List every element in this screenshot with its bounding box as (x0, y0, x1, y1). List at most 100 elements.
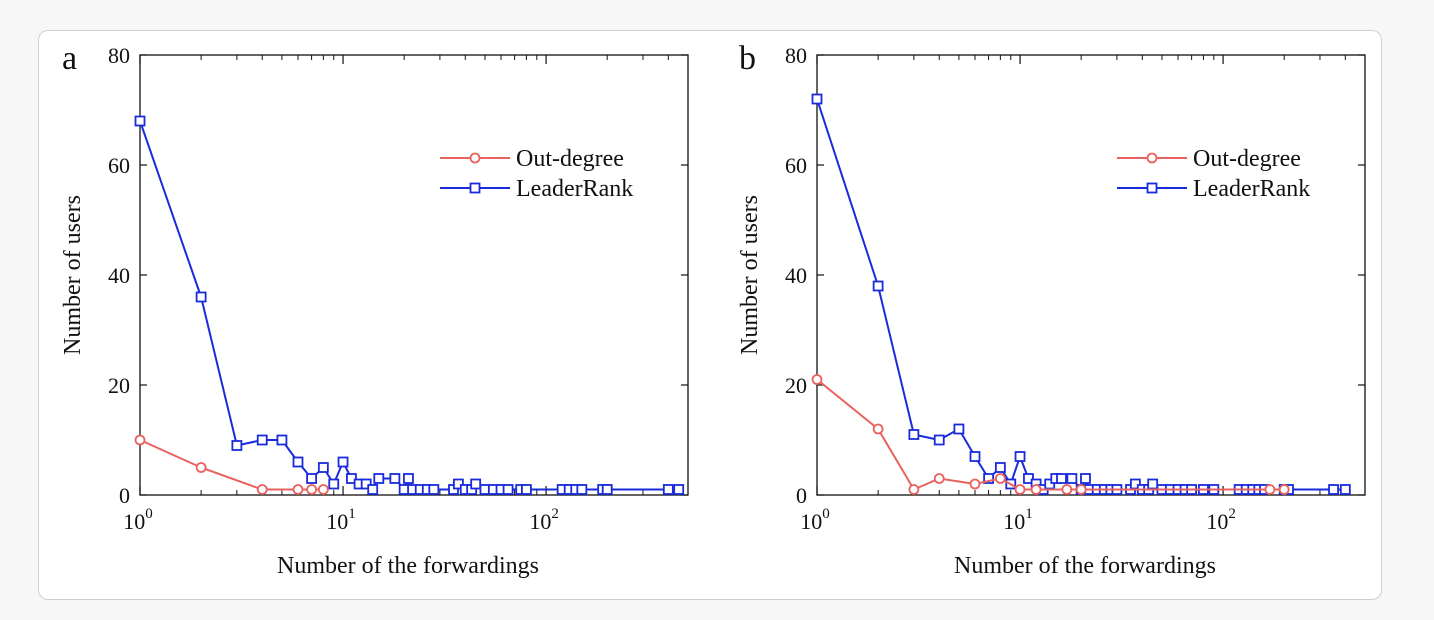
data-point (969, 478, 981, 490)
legend-label: LeaderRank (1193, 176, 1310, 202)
x-tick-base: 10 (1003, 509, 1025, 534)
panel-letter: a (62, 40, 77, 77)
legend-marker (1146, 182, 1158, 194)
data-point (994, 473, 1006, 484)
data-point (908, 429, 920, 440)
data-point (1339, 484, 1351, 495)
data-point (317, 484, 329, 495)
legend-marker (469, 182, 481, 194)
data-point (1328, 484, 1339, 495)
panel-letter: b (739, 40, 756, 77)
plot-frame (139, 54, 689, 496)
y-axis-label: Number of users (60, 195, 86, 355)
data-point (908, 484, 920, 495)
data-point (360, 478, 372, 490)
x-tick-base: 10 (800, 509, 822, 534)
data-point (328, 478, 340, 490)
chart-panel-b: 0 20 40 60 80 100 101 102 Number of the forwardi… (727, 30, 1387, 590)
x-tick-exponent: 2 (551, 506, 559, 522)
x-tick-label: 102 (1206, 506, 1236, 534)
data-point (969, 451, 981, 462)
y-tick-label: 80 (108, 43, 130, 68)
legend-label: Out-degree (1193, 146, 1301, 172)
legend-label: Out-degree (516, 146, 624, 172)
data-point (306, 484, 317, 495)
data-point (231, 440, 243, 451)
data-point (576, 484, 588, 495)
x-tick-base: 10 (326, 509, 348, 534)
data-point (1080, 473, 1091, 484)
x-tick-exponent: 2 (1228, 506, 1236, 522)
data-point (1264, 484, 1276, 495)
data-point (373, 473, 385, 484)
data-point (389, 473, 401, 484)
data-point (872, 280, 884, 292)
data-point (453, 478, 464, 490)
data-point (953, 423, 965, 435)
x-tick-base: 10 (123, 509, 145, 534)
series-line-out-degree (816, 378, 1285, 491)
x-tick-label: 101 (326, 506, 356, 534)
y-tick-label: 60 (785, 153, 807, 178)
data-point (276, 434, 288, 446)
x-tick-label: 102 (529, 506, 558, 534)
data-point (1030, 484, 1042, 495)
data-point (1075, 484, 1087, 495)
data-point (502, 484, 514, 495)
data-point (470, 478, 482, 490)
legend-marker (469, 152, 481, 164)
data-point (367, 484, 379, 495)
chart-panel-a: 0 20 40 60 80 100 101 102 Number of the forwardi… (50, 30, 710, 590)
x-tick-label: 101 (1003, 506, 1033, 534)
legend-label: LeaderRank (516, 176, 633, 202)
y-tick-label: 80 (785, 43, 807, 68)
data-point (292, 456, 304, 468)
data-point (195, 462, 207, 473)
data-point (662, 484, 674, 495)
data-point (1056, 473, 1067, 484)
data-point (983, 473, 994, 484)
data-point (134, 434, 146, 446)
data-point (933, 434, 945, 446)
data-point (134, 115, 146, 127)
data-point (1014, 484, 1026, 495)
data-point (256, 484, 268, 495)
x-axis-label: Number of the forwardings (954, 553, 1216, 579)
data-point (256, 434, 268, 446)
x-tick-exponent: 0 (822, 506, 830, 522)
legend-entry: LeaderRank (440, 176, 633, 202)
data-point (1014, 451, 1026, 462)
data-point (292, 484, 304, 495)
data-point (337, 456, 349, 468)
data-point (1278, 484, 1290, 495)
x-tick-exponent: 1 (1025, 506, 1033, 522)
x-tick-label: 100 (123, 506, 153, 534)
legend-entry: Out-degree (1117, 146, 1301, 172)
data-point (403, 473, 414, 484)
x-tick-exponent: 1 (348, 506, 356, 522)
data-point (601, 484, 613, 495)
data-point (195, 291, 207, 303)
data-point (811, 93, 823, 105)
data-point (933, 473, 945, 484)
data-point (1066, 473, 1078, 484)
data-point (811, 374, 823, 385)
data-point (994, 462, 1006, 473)
data-point (673, 484, 685, 495)
legend-marker (1146, 152, 1158, 164)
data-point (346, 473, 357, 484)
y-tick-label: 0 (119, 483, 130, 508)
data-point (1023, 473, 1034, 484)
x-axis-label: Number of the forwardings (277, 553, 539, 579)
data-point (1061, 484, 1073, 495)
y-tick-label: 40 (108, 263, 130, 288)
legend-entry: LeaderRank (1117, 176, 1310, 202)
y-tick-label: 60 (108, 153, 130, 178)
data-point (428, 484, 440, 495)
x-tick-exponent: 0 (145, 506, 153, 522)
data-point (306, 473, 317, 484)
data-point (1147, 478, 1159, 490)
y-tick-label: 20 (108, 373, 130, 398)
